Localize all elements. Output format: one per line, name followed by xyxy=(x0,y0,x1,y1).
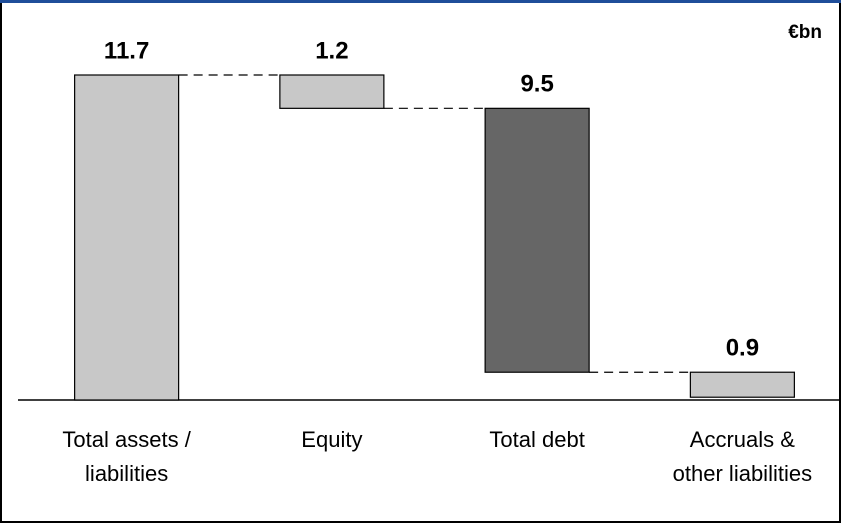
x-tick-label: Accruals & xyxy=(690,427,795,452)
unit-label: €bn xyxy=(788,22,822,43)
bar xyxy=(279,74,385,109)
x-tick-label: Equity xyxy=(301,427,362,452)
x-tick-label: liabilities xyxy=(85,461,168,486)
bar xyxy=(689,371,795,398)
value-label: 0.9 xyxy=(726,335,759,362)
bar xyxy=(484,107,590,373)
x-tick-label: other liabilities xyxy=(673,461,812,486)
value-label: 11.7 xyxy=(104,37,149,64)
bar xyxy=(74,74,180,401)
x-tick-label: Total assets / xyxy=(62,427,191,452)
value-label: 1.2 xyxy=(315,37,348,64)
value-label: 9.5 xyxy=(520,71,553,98)
x-tick-label: Total debt xyxy=(489,427,584,452)
